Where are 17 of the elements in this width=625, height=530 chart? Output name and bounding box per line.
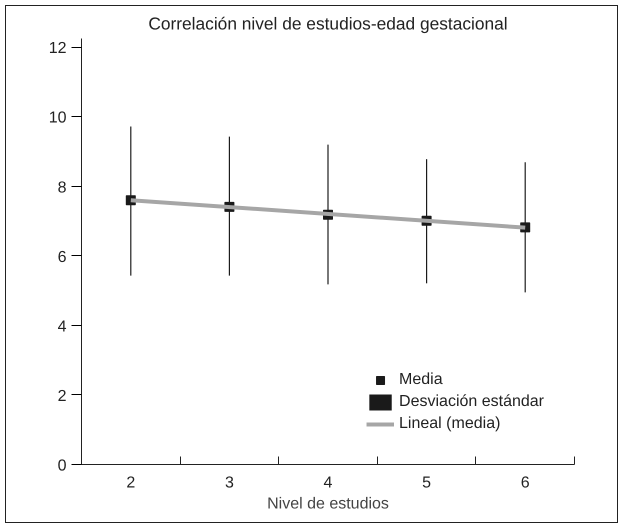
legend-label: Lineal (media)	[399, 415, 500, 433]
chart-title: Correlación nivel de estudios-edad gestacional	[148, 14, 508, 34]
y-tick-label: 12	[48, 40, 67, 58]
x-tick-label: 4	[324, 474, 333, 492]
x-axis-title: Nivel de estudios	[267, 496, 389, 512]
y-tick-label: 8	[58, 179, 67, 196]
x-tick-label: 2	[126, 474, 136, 492]
y-tick-label: 6	[58, 248, 67, 266]
legend-label: Media	[399, 371, 443, 389]
y-tick-label: 0	[58, 458, 67, 474]
x-tick-label: 3	[224, 474, 234, 492]
x-tick-label: 5	[422, 474, 432, 492]
x-tick-label: 6	[520, 474, 530, 492]
y-tick-label: 4	[58, 318, 67, 336]
y-tick-label: 2	[58, 388, 67, 405]
y-tick-label: 10	[48, 110, 67, 127]
legend-label: Desviación estándar	[399, 393, 544, 411]
